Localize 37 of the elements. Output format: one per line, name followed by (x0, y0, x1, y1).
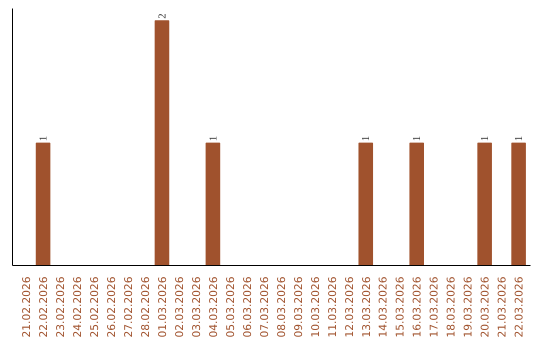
x-tick-label: 10.03.2026 (308, 276, 322, 338)
data-label: 1 (38, 136, 50, 142)
x-tick-label: 16.03.2026 (410, 276, 424, 338)
x-tick-label: 05.03.2026 (224, 276, 237, 338)
x-tick-label: 21.03.2026 (496, 276, 509, 338)
x-tick-label: 01.03.2026 (156, 276, 169, 338)
x-tick-label: 21.02.2026 (20, 276, 34, 338)
data-label: 1 (412, 136, 424, 142)
x-tick-label: 20.03.2026 (478, 276, 492, 338)
x-tick-label: 26.02.2026 (105, 276, 118, 338)
x-tick-label: 12.03.2026 (342, 276, 356, 338)
x-tick-label: 19.03.2026 (462, 276, 475, 338)
x-tick-label: 03.03.2026 (190, 276, 203, 338)
x-tick-label: 09.03.2026 (292, 276, 305, 338)
x-tick-label: 22.03.2026 (512, 276, 526, 338)
x-tick-label: 11.03.2026 (326, 276, 339, 338)
data-label: 2 (157, 13, 168, 19)
x-tick-label: 18.03.2026 (444, 276, 458, 338)
data-label: 1 (480, 136, 492, 142)
x-tick-label: 28.02.2026 (138, 276, 152, 338)
x-tick-label: 06.03.2026 (240, 276, 254, 338)
x-tick-label: 15.03.2026 (394, 276, 407, 338)
x-tick-label: 14.03.2026 (376, 276, 390, 338)
x-tick-label: 24.02.2026 (71, 276, 84, 338)
x-tick-label: 17.03.2026 (428, 276, 441, 338)
x-tick-label: 25.02.2026 (88, 276, 102, 338)
data-label: 1 (514, 136, 526, 142)
x-tick-label: 07.03.2026 (258, 276, 271, 338)
x-tick-label: 13.03.2026 (360, 276, 373, 338)
x-tick-label: 02.03.2026 (172, 276, 186, 338)
x-tick-label: 23.02.2026 (54, 276, 68, 338)
x-tick-label: 22.02.2026 (37, 276, 50, 338)
x-tick-label: 08.03.2026 (274, 276, 288, 338)
data-label: 1 (361, 136, 372, 142)
x-tick-label: 04.03.2026 (206, 276, 220, 338)
x-tick-label: 27.02.2026 (122, 276, 135, 338)
data-label: 1 (208, 136, 220, 142)
